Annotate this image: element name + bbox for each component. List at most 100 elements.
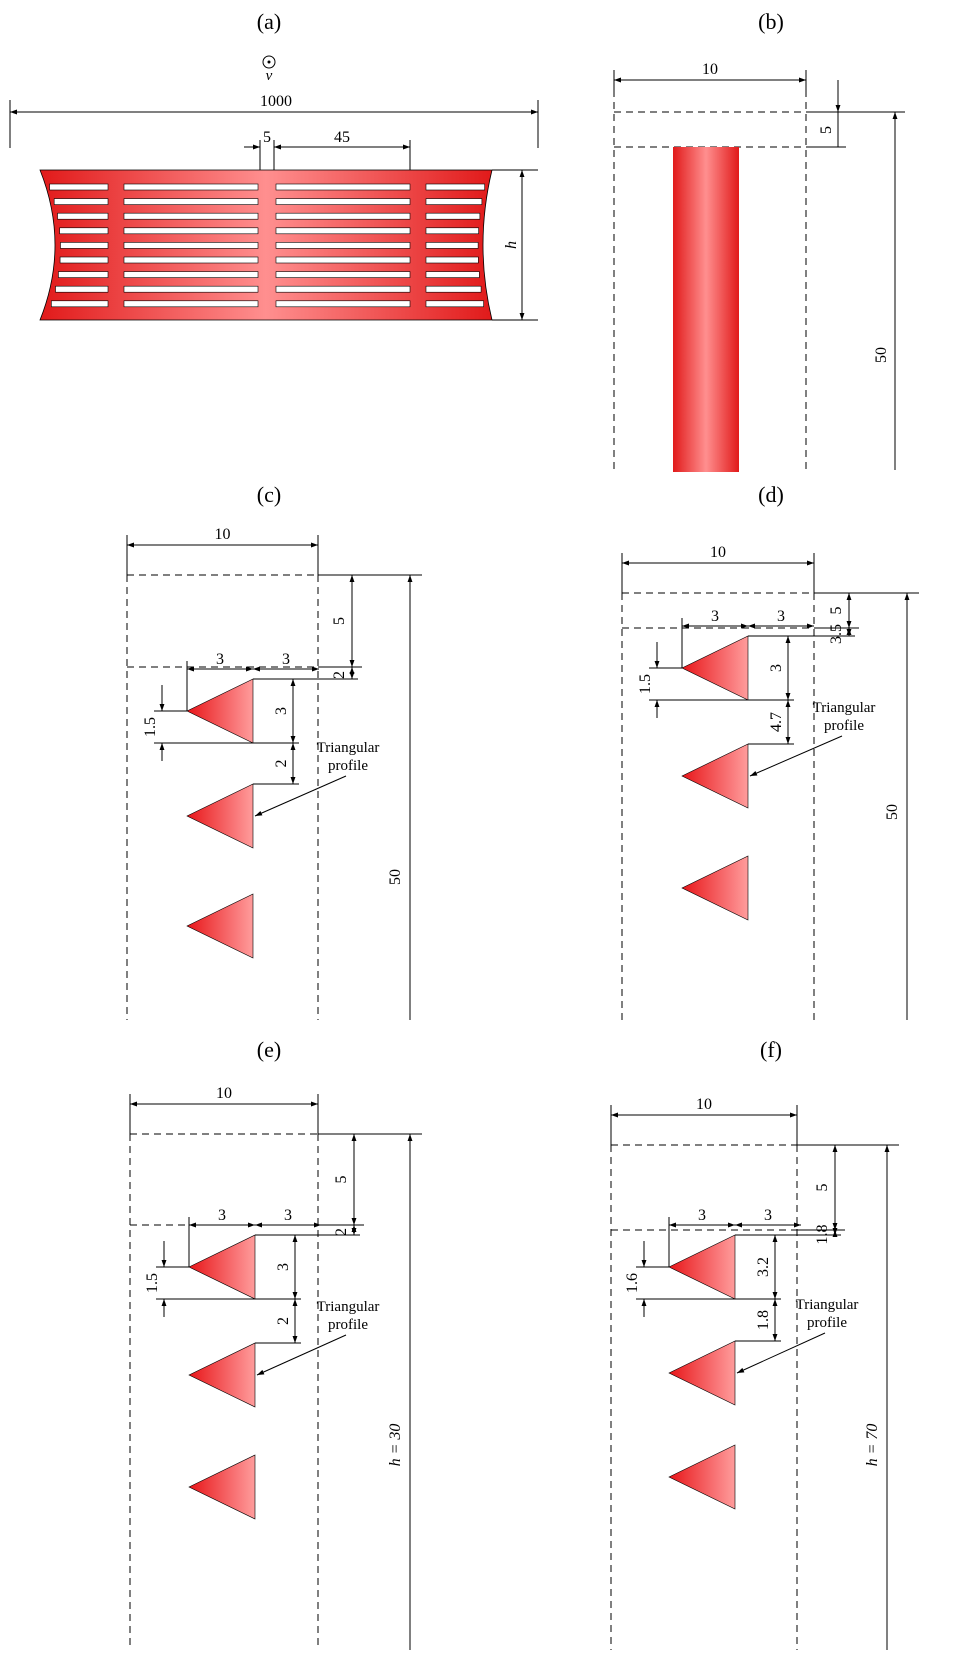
top-offset-label: 5 <box>333 1176 350 1184</box>
domain-width-label: 10 <box>696 1096 712 1113</box>
velocity-label: v <box>266 68 273 84</box>
annotation-line-2: profile <box>807 1315 847 1331</box>
fin-gap-label: 2 <box>333 1228 350 1236</box>
tri-offset-label: 3 <box>764 1207 772 1224</box>
tri-height-label: 3 <box>273 707 290 715</box>
slot <box>58 271 109 278</box>
tri-length-label: 3 <box>216 651 224 668</box>
tri-height-label: 3 <box>275 1263 292 1271</box>
panel-d-caption: (d) <box>758 482 784 507</box>
slot <box>275 271 411 278</box>
slot <box>275 300 411 308</box>
tri-length-label: 3 <box>218 1207 226 1224</box>
tri-half-height-label: 1.5 <box>144 1273 161 1293</box>
slot <box>55 285 109 293</box>
slot <box>123 271 259 278</box>
slot <box>123 256 259 264</box>
total-width-label: 1000 <box>260 93 292 110</box>
slot <box>425 198 483 205</box>
panel-f: (f) 10 5 1.8 3 3 1.6 3.2 1.8 Triangular profile h =… <box>610 1037 899 1650</box>
slot <box>51 300 109 308</box>
triangular-fin <box>188 1234 256 1300</box>
slot-pitch-label: 45 <box>334 129 350 146</box>
triangular-fin <box>186 678 254 744</box>
panel-e: (e) 10 5 2 3 3 1.5 3 2 Triangular profile h = 30 <box>129 1037 422 1650</box>
tri-length-label: 3 <box>698 1207 706 1224</box>
domain-length-label: h = 30 <box>387 1424 404 1467</box>
slot <box>275 212 411 220</box>
slot <box>275 242 411 249</box>
slot <box>425 212 481 220</box>
annotation-line-1: Triangular <box>317 740 380 756</box>
panel-c: (c) 10 5 2 3 3 1.5 3 2 Triangular profile 50 <box>126 482 422 1020</box>
domain-length-label: 50 <box>884 804 901 820</box>
annotation-line-1: Triangular <box>813 700 876 716</box>
tri-offset-label: 3 <box>777 608 785 625</box>
domain-length-label: 50 <box>387 869 404 885</box>
annotation-arrow <box>736 1332 826 1374</box>
slot <box>275 198 411 205</box>
annotation-arrow <box>749 735 843 777</box>
slot <box>275 183 411 191</box>
slot <box>425 242 479 249</box>
tri-gap-label: 2 <box>273 760 290 768</box>
slot <box>425 300 484 308</box>
panel-f-caption: (f) <box>760 1037 782 1062</box>
top-offset-label: 5 <box>331 617 348 625</box>
triangular-fin <box>681 855 749 921</box>
slot <box>123 242 259 249</box>
top-offset-label: 5 <box>828 607 845 615</box>
slot <box>275 227 411 235</box>
slot <box>123 285 259 293</box>
tri-half-height-label: 1.5 <box>637 674 654 694</box>
slot <box>49 183 109 191</box>
slot <box>275 256 411 264</box>
panel-a-caption: (a) <box>257 9 281 34</box>
domain-width-label: 10 <box>710 544 726 561</box>
domain-width-label: 10 <box>702 61 718 78</box>
fin-gap-label: 3.5 <box>828 624 845 644</box>
panel-a: (a) v 1000 5 45 h <box>9 9 539 321</box>
tri-height-label: 3 <box>768 664 785 672</box>
domain-width-label: 10 <box>215 526 231 543</box>
tri-half-height-label: 1.6 <box>624 1273 641 1293</box>
slot <box>123 227 259 235</box>
tri-gap-label: 4.7 <box>768 712 785 732</box>
rectangular-fin <box>673 147 739 472</box>
tri-gap-label: 1.8 <box>755 1310 772 1330</box>
annotation-line-1: Triangular <box>317 1299 380 1315</box>
annotation-line-1: Triangular <box>796 1297 859 1313</box>
slot <box>123 212 259 220</box>
tri-offset-label: 3 <box>282 651 290 668</box>
tri-height-label: 3.2 <box>755 1257 772 1277</box>
domain-length-label: h = 70 <box>864 1424 881 1467</box>
slot <box>425 227 479 235</box>
tri-half-height-label: 1.5 <box>142 717 159 737</box>
slot <box>60 242 109 249</box>
velocity-out-of-plane-icon <box>262 55 276 69</box>
annotation-line-2: profile <box>328 758 368 774</box>
tri-offset-label: 3 <box>284 1207 292 1224</box>
triangular-fin <box>681 743 749 809</box>
slot-array <box>49 183 485 308</box>
panel-b: (b) 10 5 50 <box>613 9 905 472</box>
slot <box>123 300 259 308</box>
tri-length-label: 3 <box>711 608 719 625</box>
top-offset-label: 5 <box>818 126 835 134</box>
fin-gap-label: 1.8 <box>814 1225 831 1245</box>
slot <box>59 256 109 264</box>
slot <box>59 227 109 235</box>
panel-e-caption: (e) <box>257 1037 281 1062</box>
triangular-fin <box>188 1454 256 1520</box>
fin-gap-label: 2 <box>331 671 348 679</box>
annotation-arrow <box>256 1334 347 1376</box>
annotation-arrow <box>254 775 347 817</box>
triangular-fin <box>668 1444 736 1510</box>
slot <box>275 285 411 293</box>
slot <box>123 183 259 191</box>
domain-length-label: 50 <box>873 347 890 363</box>
slot <box>53 198 109 205</box>
slot-gap-label: 5 <box>263 129 271 146</box>
panel-c-caption: (c) <box>257 482 281 507</box>
